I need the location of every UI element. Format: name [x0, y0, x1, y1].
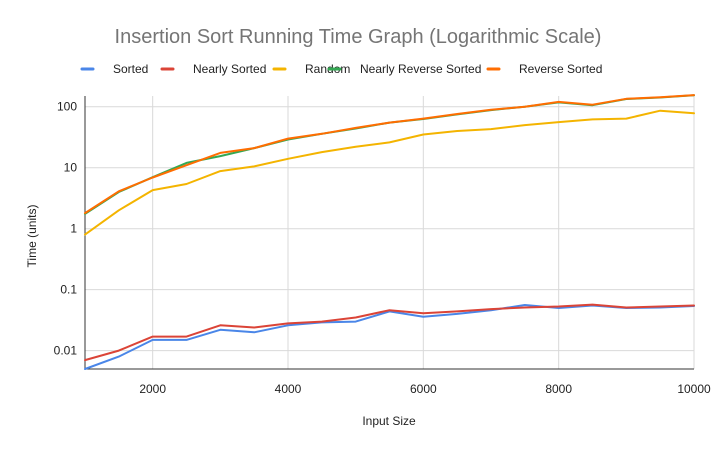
y-tick-label: 0.1: [60, 283, 77, 297]
chart-title: Insertion Sort Running Time Graph (Logar…: [115, 26, 602, 48]
series-layer: [84, 94, 695, 370]
y-tick-label: 1: [70, 222, 77, 236]
x-tick-label: 8000: [545, 382, 572, 396]
series-line-reverse-sorted: [84, 94, 695, 215]
x-tick-label: 10000: [677, 382, 711, 396]
legend-label-nearly-reverse-sorted: Nearly Reverse Sorted: [360, 62, 481, 76]
legend: Sorted Nearly Sorted Random Nearly Reverse …: [80, 62, 602, 76]
y-tick-label: 10: [64, 161, 78, 175]
y-axis-title: Time (units): [25, 205, 39, 268]
ticks: 0.01 0.1 1 10 100 2000 4000 6000 8000 10000: [54, 100, 711, 396]
legend-label-sorted: Sorted: [113, 62, 148, 76]
x-axis-title: Input Size: [362, 414, 416, 428]
legend-label-nearly-sorted: Nearly Sorted: [193, 62, 266, 76]
y-tick-label: 0.01: [54, 344, 78, 358]
x-tick-label: 6000: [410, 382, 437, 396]
x-tick-label: 2000: [139, 382, 166, 396]
series-line-nearly-sorted: [84, 303, 695, 362]
axes: [84, 96, 694, 370]
y-tick-label: 100: [57, 100, 77, 114]
grid: [85, 96, 695, 369]
series-line-random: [84, 109, 695, 236]
x-tick-label: 4000: [275, 382, 302, 396]
series-line-nearly-reverse-sorted: [84, 94, 695, 215]
legend-label-reverse-sorted: Reverse Sorted: [519, 62, 602, 76]
